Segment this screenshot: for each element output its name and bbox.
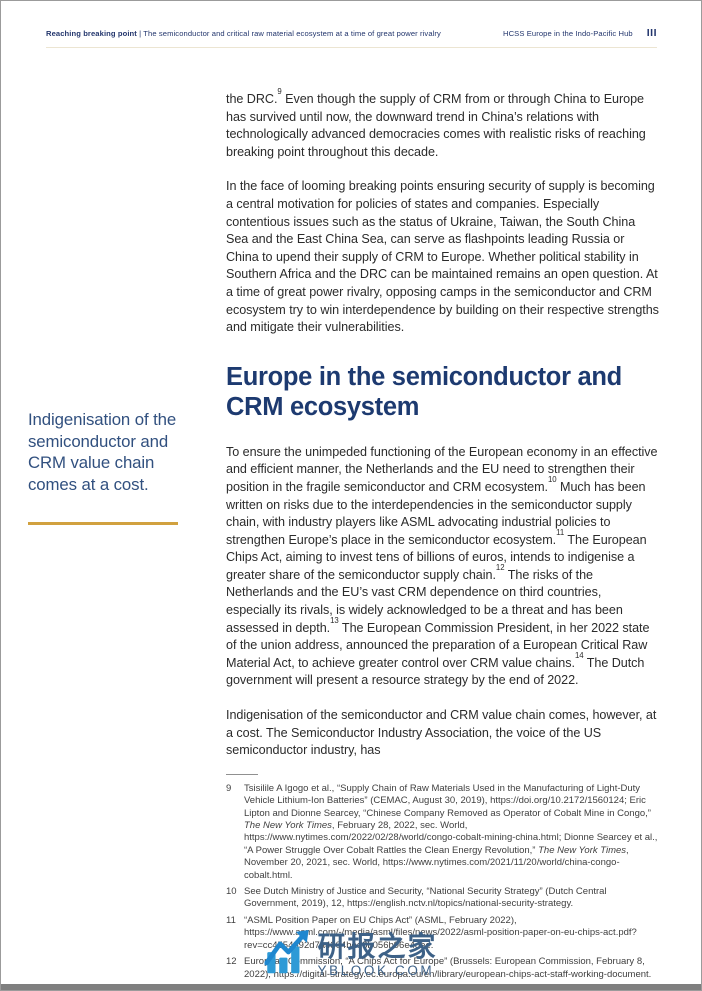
- pull-quote-text: Indigenisation of the semiconductor and …: [28, 410, 177, 494]
- footnote-text: European Commission, “A Chips Act for Eu…: [244, 956, 659, 981]
- page-header: Reaching breaking point | The semiconduc…: [46, 27, 657, 39]
- running-title-rest: The semiconductor and critical raw mater…: [143, 29, 441, 38]
- text-segment: The New York Times: [244, 820, 332, 832]
- pull-quote: Indigenisation of the semiconductor and …: [28, 409, 194, 525]
- text-segment: The risks of the Netherlands and the EU’…: [226, 567, 623, 635]
- text-segment: The Dutch government will present a reso…: [226, 655, 645, 688]
- pull-quote-underline: [28, 522, 178, 525]
- running-title: Reaching breaking point | The semiconduc…: [46, 29, 441, 38]
- text-segment: , November 20, 2021, sec. World, https:/…: [244, 844, 629, 881]
- running-title-separator: |: [136, 29, 144, 38]
- footnote-reference: 9: [277, 87, 282, 97]
- header-rule: [46, 47, 657, 48]
- text-segment: The European Commission President, in he…: [226, 620, 650, 670]
- header-right: HCSS Europe in the Indo-Pacific Hub III: [503, 27, 657, 39]
- paragraph: To ensure the unimpeded functioning of t…: [226, 444, 659, 690]
- footnote-text: Tsisilile A Igogo et al., “Supply Chain …: [244, 783, 659, 882]
- watermark-chart-icon: [264, 930, 310, 981]
- text-segment: Even though the supply of CRM from or th…: [226, 92, 646, 159]
- text-segment: In the face of looming breaking points e…: [226, 179, 659, 335]
- footnote-reference: 12: [495, 563, 505, 573]
- text-segment: The New York Times: [538, 844, 627, 856]
- footnote-number: 9: [226, 782, 232, 794]
- footnote-text: “ASML Position Paper on EU Chips Act” (A…: [244, 915, 659, 952]
- watermark-text: 研报之家 YBLOOK.COM: [317, 933, 437, 978]
- footnote-item: 10 See Dutch Ministry of Justice and Secu…: [226, 886, 659, 911]
- footnote-reference: 14: [574, 651, 584, 661]
- footnote-separator: [226, 773, 258, 775]
- text-segment: “ASML Position Paper on EU Chips Act” (A…: [244, 914, 637, 951]
- footnote-list: 9 Tsisilile A Igogo et al., “Supply Chain…: [226, 783, 659, 990]
- text-segment: To ensure the unimpeded functioning of t…: [226, 444, 658, 494]
- section-heading: Europe in the semiconductor and CRM ecos…: [226, 362, 622, 421]
- intro-paragraphs: the DRC.9 Even though the supply of CRM …: [226, 88, 659, 337]
- watermark-site: YBLOOK.COM: [317, 963, 435, 979]
- text-segment: Much has been written on risks due to th…: [226, 479, 646, 547]
- body-column: the DRC.9 Even though the supply of CRM …: [226, 88, 659, 990]
- page-number: III: [646, 27, 657, 39]
- text-segment: the DRC.: [226, 92, 278, 106]
- bottom-bar: [1, 984, 701, 990]
- text-segment: Tsisilile A Igogo et al., “Supply Chain …: [244, 782, 651, 819]
- footnote-item: 11 “ASML Position Paper on EU Chips Act” …: [226, 915, 659, 952]
- paragraph: Indigenisation of the semiconductor and …: [226, 707, 659, 760]
- paragraph: In the face of looming breaking points e…: [226, 178, 659, 336]
- footnote-text: See Dutch Ministry of Justice and Securi…: [244, 886, 659, 911]
- footnote-item: 12 European Commission, “A Chips Act for …: [226, 956, 659, 981]
- text-segment: See Dutch Ministry of Justice and Securi…: [244, 886, 607, 910]
- publisher-label: HCSS Europe in the Indo-Pacific Hub: [503, 29, 633, 38]
- watermark: 研报之家 YBLOOK.COM: [264, 930, 437, 981]
- footnote-reference: 10: [548, 475, 557, 485]
- section-paragraphs: To ensure the unimpeded functioning of t…: [226, 444, 659, 760]
- footnote-item: 9 Tsisilile A Igogo et al., “Supply Chain…: [226, 783, 659, 882]
- footnote-reference: 13: [330, 615, 339, 625]
- paragraph: the DRC.9 Even though the supply of CRM …: [226, 88, 659, 161]
- watermark-brand: 研报之家: [317, 931, 438, 963]
- text-segment: The European Chips Act, aiming to invest…: [226, 532, 647, 582]
- footnote-number: 10: [226, 886, 237, 898]
- text-segment: Indigenisation of the semiconductor and …: [226, 708, 657, 758]
- running-title-bold: Reaching breaking point: [46, 29, 137, 38]
- text-segment: , February 28, 2022, sec. World, https:/…: [244, 820, 658, 856]
- footnote-number: 12: [226, 956, 237, 968]
- footnote-number: 11: [226, 914, 236, 926]
- footnote-reference: 11: [556, 528, 565, 537]
- text-segment: European Commission, “A Chips Act for Eu…: [244, 956, 652, 980]
